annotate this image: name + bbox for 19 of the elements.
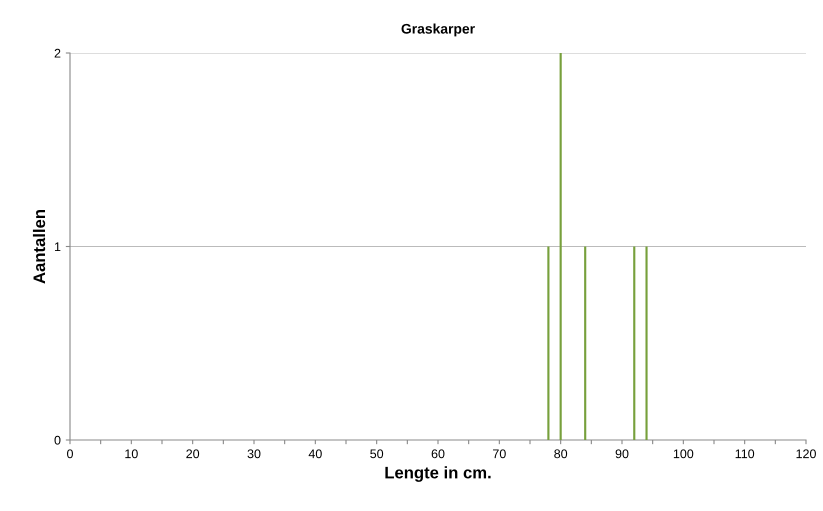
x-tick-label: 20: [186, 449, 200, 458]
y-axis-title: Aantallen: [32, 210, 46, 284]
x-tick-label: 70: [493, 449, 506, 458]
x-tick-label: 110: [736, 449, 754, 458]
x-tick-label: 90: [616, 449, 628, 458]
y-tick-label: 1: [54, 242, 60, 252]
x-tick-label: 10: [125, 449, 138, 458]
x-tick-label: 50: [370, 449, 384, 458]
y-tick-label: 0: [54, 436, 60, 445]
x-tick-label: 40: [308, 449, 322, 458]
x-tick-label: 30: [248, 449, 260, 458]
x-tick-label: 120: [796, 449, 816, 458]
x-tick-label: 0: [67, 449, 73, 458]
x-tick-label: 60: [432, 449, 444, 458]
y-tick-label: 2: [54, 48, 60, 58]
x-axis-title: Lengte in cm.: [385, 466, 491, 482]
x-tick-label: 100: [674, 449, 694, 458]
chart-title: Graskarper: [402, 23, 475, 36]
x-tick-label: 80: [554, 449, 568, 458]
